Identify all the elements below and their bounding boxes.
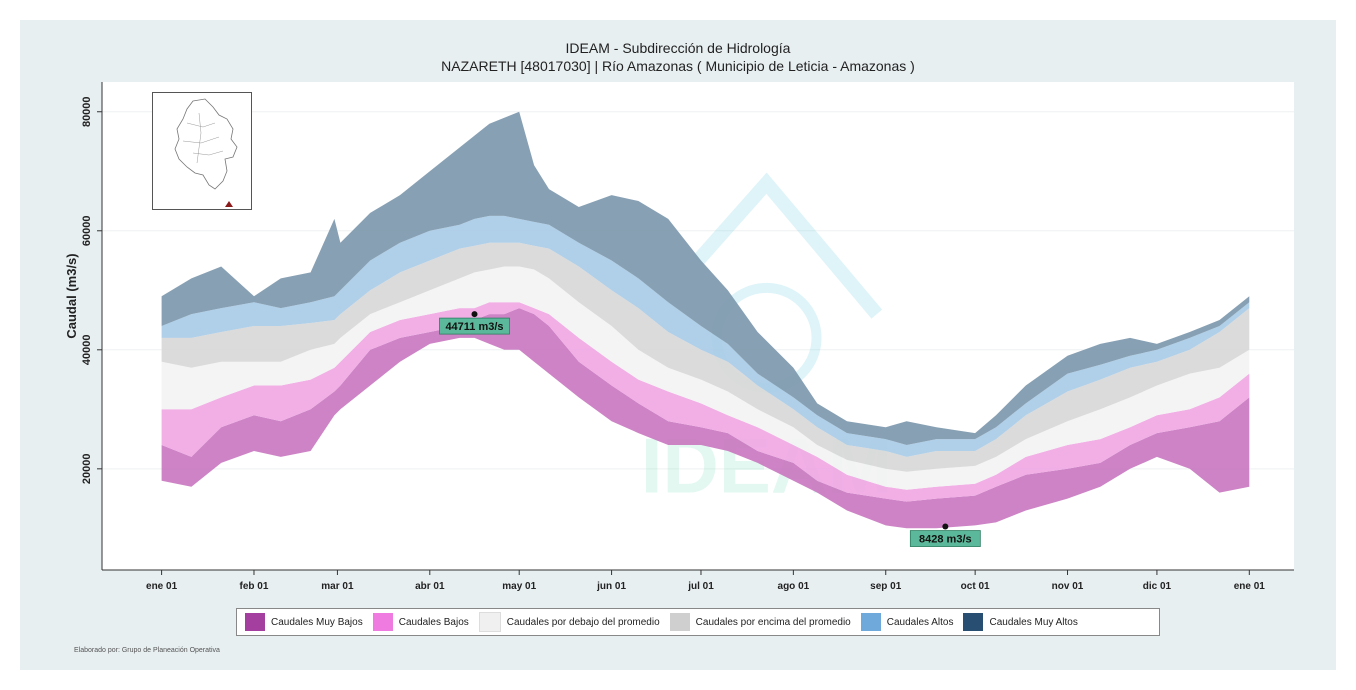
x-tick-label: jun 01 xyxy=(596,581,626,592)
legend-swatch xyxy=(245,613,265,631)
annotation-point xyxy=(942,523,949,530)
x-tick-label: ene 01 xyxy=(146,581,178,592)
y-tick-label: 60000 xyxy=(81,215,93,246)
x-tick-label: mar 01 xyxy=(321,581,354,592)
legend-swatch xyxy=(669,613,690,631)
y-tick-label: 80000 xyxy=(81,96,93,127)
legend-item: Caudales por encima del promedio xyxy=(669,613,851,631)
legend-label: Caudales por encima del promedio xyxy=(695,616,851,628)
x-tick-label: feb 01 xyxy=(240,581,269,592)
y-tick-label: 20000 xyxy=(81,454,93,485)
chart-title: IDEAM - Subdirección de Hidrología xyxy=(565,40,791,56)
legend-swatch xyxy=(478,612,501,632)
band-5 xyxy=(161,215,1250,457)
annotation-box xyxy=(439,317,510,335)
colombia-map-icon xyxy=(174,98,238,207)
legend-item: Caudales Bajos xyxy=(372,613,469,631)
y-axis-label: Caudal (m3/s) xyxy=(64,253,79,338)
legend-label: Caudales Muy Bajos xyxy=(271,616,363,628)
annotation-label: 8428 m3/s xyxy=(919,534,972,546)
legend-label: Caudales Altos xyxy=(886,616,954,628)
x-tick-label: ene 01 xyxy=(1234,581,1266,592)
x-tick-label: nov 01 xyxy=(1052,581,1084,592)
legend-label: Caudales Bajos xyxy=(398,616,469,628)
y-tick-label: 40000 xyxy=(81,335,93,366)
x-tick-label: dic 01 xyxy=(1143,581,1172,592)
chart-frame: IDEAM - Subdirección de Hidrología NAZAR… xyxy=(20,20,1336,670)
legend-item: Caudales Muy Bajos xyxy=(245,613,363,631)
annotation-point xyxy=(471,311,478,318)
legend-label: Caudales por debajo del promedio xyxy=(506,616,660,628)
x-tick-label: abr 01 xyxy=(415,581,445,592)
legend: Caudales Muy Bajos Caudales Bajos Caudales… xyxy=(236,608,1160,636)
band-6 xyxy=(161,111,1250,446)
x-tick-label: may 01 xyxy=(502,581,536,592)
watermark-roof-icon xyxy=(692,172,883,319)
x-tick-label: jul 01 xyxy=(687,581,714,592)
chart-subtitle: NAZARETH [48017030] | Río Amazonas ( Mun… xyxy=(441,58,915,74)
annotation-label: 44711 m3/s xyxy=(445,321,503,333)
legend-item: Caudales Muy Altos xyxy=(963,613,1078,631)
annotation-box xyxy=(909,530,981,547)
credit-text: Elaborado por: Grupo de Planeación Opera… xyxy=(74,647,220,654)
legend-swatch xyxy=(860,613,881,631)
x-tick-label: ago 01 xyxy=(778,581,810,592)
x-tick-label: oct 01 xyxy=(961,581,990,592)
legend-label: Caudales Muy Altos xyxy=(989,616,1078,628)
legend-swatch xyxy=(963,613,984,631)
location-map-inset xyxy=(152,92,252,210)
legend-item: Caudales por debajo del promedio xyxy=(478,612,660,632)
band-4 xyxy=(161,242,1250,472)
legend-item: Caudales Altos xyxy=(860,613,954,631)
x-tick-label: sep 01 xyxy=(870,581,902,592)
legend-swatch xyxy=(372,613,393,631)
